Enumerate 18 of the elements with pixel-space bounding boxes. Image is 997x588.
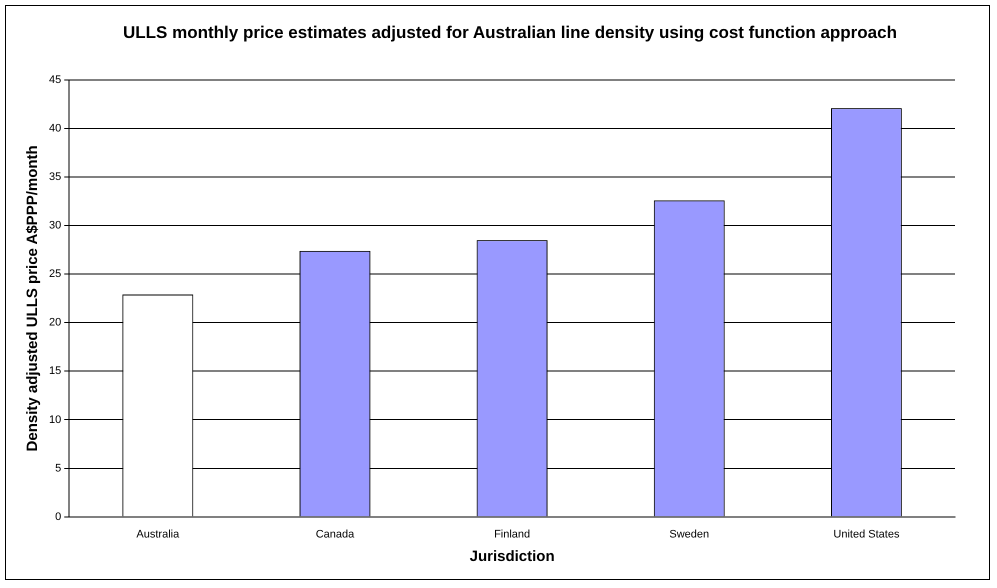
- y-tick-label: 5: [55, 462, 62, 474]
- x-tick-label: Australia: [136, 528, 180, 540]
- y-tick-label: 35: [48, 171, 62, 184]
- y-tick-label: 45: [48, 74, 62, 86]
- x-tick-label: United States: [833, 528, 900, 540]
- y-axis-title: Density adjusted ULLS price A$PPP/month: [24, 145, 42, 452]
- x-tick-label: Canada: [316, 528, 356, 540]
- x-axis-title: Jurisdiction: [470, 548, 555, 566]
- y-tick-label: 25: [48, 268, 62, 280]
- x-tick-label: Sweden: [669, 528, 710, 540]
- x-tick-label: Finland: [494, 528, 530, 540]
- y-tick-label: 0: [55, 510, 62, 523]
- y-tick-label: 20: [48, 316, 62, 329]
- y-tick-label: 10: [48, 414, 62, 426]
- y-tick-label: 15: [48, 365, 62, 378]
- chart-title: ULLS monthly price estimates adjusted for Australian line density using cost function approach: [122, 22, 898, 44]
- y-tick-label: 30: [48, 220, 62, 232]
- y-tick-label: 40: [48, 122, 62, 135]
